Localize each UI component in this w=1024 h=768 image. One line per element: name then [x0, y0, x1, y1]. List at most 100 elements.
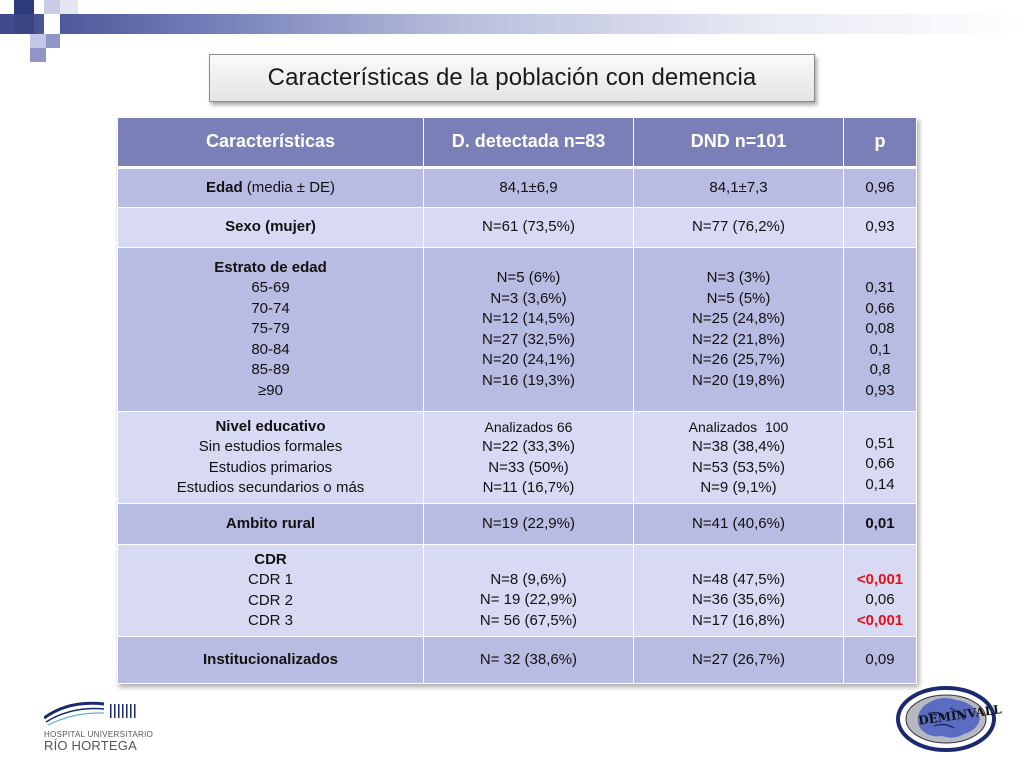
decor-square: [46, 34, 60, 48]
dnd-value: N=20 (19,8%): [692, 371, 785, 389]
table-row: Nivel educativo Sin estudios formales Es…: [117, 411, 917, 504]
p-value: 0,51: [865, 434, 895, 452]
dd-cell: N=19 (22,9%): [423, 503, 634, 545]
row-label: Estrato de edad 65-69 70-74 75-79 80-84 …: [117, 247, 424, 412]
decor-square: [44, 14, 60, 34]
row-sublabel: Sin estudios formales: [198, 438, 343, 455]
dd-value: N= 56 (67,5%): [479, 611, 578, 629]
row-sublabel: 85-89: [251, 361, 290, 379]
brain-icon: [896, 686, 996, 752]
dnd-value: N=3 (3%): [706, 269, 771, 286]
decor-square: [60, 0, 78, 14]
dnd-value: N=17 (16,8%): [692, 611, 785, 629]
row-label: Institucionalizados: [117, 636, 424, 684]
dd-value: N=11 (16,7%): [482, 479, 575, 496]
row-label-bold: Edad: [205, 178, 243, 196]
table-row: Ambito rural N=19 (22,9%) N=41 (40,6%) 0…: [117, 503, 917, 545]
dd-value: N=5 (6%): [496, 269, 561, 286]
p-value: 0,06: [865, 591, 895, 609]
p-cell: 0,93: [843, 207, 917, 248]
hospital-logo-mark: [44, 701, 136, 726]
row-label: CDR CDR 1 CDR 2 CDR 3: [117, 544, 424, 637]
slide-title-box: Características de la población con deme…: [209, 54, 815, 102]
dnd-cell: Analizados 100 N=38 (38,4%) N=53 (53,5%)…: [633, 411, 844, 504]
dnd-subhead: Analizados 100: [688, 418, 789, 435]
p-value: 0,8: [869, 361, 891, 378]
dd-value: N= 19 (22,9%): [479, 591, 578, 609]
dd-cell: N= 32 (38,6%): [423, 636, 634, 684]
decor-square: [14, 0, 34, 14]
hospital-logo: Hospital Universitario Río Hortega: [40, 696, 200, 756]
table-header-row: Características D. detectada n=83 DND n=…: [117, 117, 917, 169]
table-row: Institucionalizados N= 32 (38,6%) N=27 (…: [117, 636, 917, 684]
dnd-cell: N=48 (47,5%) N=36 (35,6%) N=17 (16,8%): [633, 544, 844, 637]
p-value: 0,14: [865, 475, 895, 493]
decor-square: [14, 14, 34, 34]
table-row: CDR CDR 1 CDR 2 CDR 3 N=8 (9,6%) N= 19 (…: [117, 544, 917, 637]
decor-square: [44, 0, 60, 14]
column-header: D. detectada n=83: [423, 117, 634, 169]
dnd-value: N=22 (21,8%): [692, 330, 785, 348]
p-value: 0,66: [865, 455, 895, 473]
table-row: Sexo (mujer) N=61 (73,5%) N=77 (76,2%) 0…: [117, 207, 917, 248]
deminvall-logo: DEMINVALL: [894, 684, 1003, 754]
dd-value: N=12 (14,5%): [482, 310, 575, 327]
row-label-rest: (media ± DE): [242, 178, 336, 196]
row-sublabel: 65-69: [251, 279, 290, 297]
column-header: DND n=101: [633, 117, 844, 169]
row-label: Edad (media ± DE): [117, 167, 424, 208]
dd-cell: N=5 (6%) N=3 (3,6%) N=12 (14,5%) N=27 (3…: [423, 247, 634, 412]
dd-cell: Analizados 66 N=22 (33,3%) N=33 (50%) N=…: [423, 411, 634, 504]
p-cell: 0,51 0,66 0,14: [843, 411, 917, 504]
dnd-value: N=53 (53,5%): [692, 458, 785, 476]
dd-cell: 84,1±6,9: [423, 167, 634, 208]
dnd-value: N=5 (5%): [706, 289, 771, 307]
p-cell: <0,001 0,06 <0,001: [843, 544, 917, 637]
p-value-significant: <0,001: [856, 611, 904, 629]
dd-value: N=20 (24,1%): [482, 351, 575, 368]
dd-subhead: Analizados 66: [484, 418, 573, 435]
column-header: p: [843, 117, 917, 169]
p-cell: 0,96: [843, 167, 917, 208]
dd-value: N=16 (19,3%): [482, 371, 575, 389]
p-value-significant: <0,001: [856, 570, 904, 588]
p-value: 0,08: [865, 320, 895, 337]
p-value: 0,93: [865, 381, 895, 399]
row-sublabel: CDR 1: [247, 571, 293, 588]
decor-square: [30, 34, 46, 48]
hospital-name-line1: Hospital Universitario: [44, 730, 154, 739]
p-value: 0,66: [865, 299, 895, 317]
row-label-title: Nivel educativo: [215, 417, 326, 435]
dd-value: N=8 (9,6%): [490, 570, 567, 588]
p-cell: 0,31 0,66 0,08 0,1 0,8 0,93: [843, 247, 917, 412]
dnd-cell: N=3 (3%) N=5 (5%) N=25 (24,8%) N=22 (21,…: [633, 247, 844, 412]
slide-title: Características de la población con deme…: [267, 64, 757, 91]
decor-square: [30, 48, 46, 62]
row-sublabel: 80-84: [251, 340, 290, 358]
row-label: Sexo (mujer): [117, 207, 424, 248]
hospital-name-line2: Río Hortega: [44, 738, 137, 753]
p-value: 0,1: [869, 340, 891, 358]
dd-value: N=22 (33,3%): [482, 438, 575, 455]
row-sublabel: CDR 3: [247, 612, 293, 629]
row-label: Ambito rural: [117, 503, 424, 545]
dnd-cell: N=77 (76,2%): [633, 207, 844, 248]
dnd-value: N=9 (9,1%): [700, 479, 777, 496]
row-label-title: CDR: [254, 550, 287, 568]
dnd-cell: 84,1±7,3: [633, 167, 844, 208]
row-label: Nivel educativo Sin estudios formales Es…: [117, 411, 424, 504]
dd-cell: N=61 (73,5%): [423, 207, 634, 248]
row-sublabel: Estudios primarios: [208, 458, 333, 476]
dnd-value: N=38 (38,4%): [692, 438, 785, 455]
table-row: Edad (media ± DE) 84,1±6,9 84,1±7,3 0,96: [117, 167, 917, 208]
dnd-value: N=26 (25,7%): [692, 351, 785, 368]
dd-cell: N=8 (9,6%) N= 19 (22,9%) N= 56 (67,5%): [423, 544, 634, 637]
p-cell-significant: 0,01: [843, 503, 917, 545]
table-row: Estrato de edad 65-69 70-74 75-79 80-84 …: [117, 247, 917, 412]
dd-value: N=33 (50%): [488, 458, 569, 476]
p-cell: 0,09: [843, 636, 917, 684]
row-sublabel: 70-74: [251, 299, 290, 317]
dnd-cell: N=41 (40,6%): [633, 503, 844, 545]
dnd-value: N=36 (35,6%): [692, 591, 785, 609]
p-value: 0,31: [865, 279, 895, 296]
